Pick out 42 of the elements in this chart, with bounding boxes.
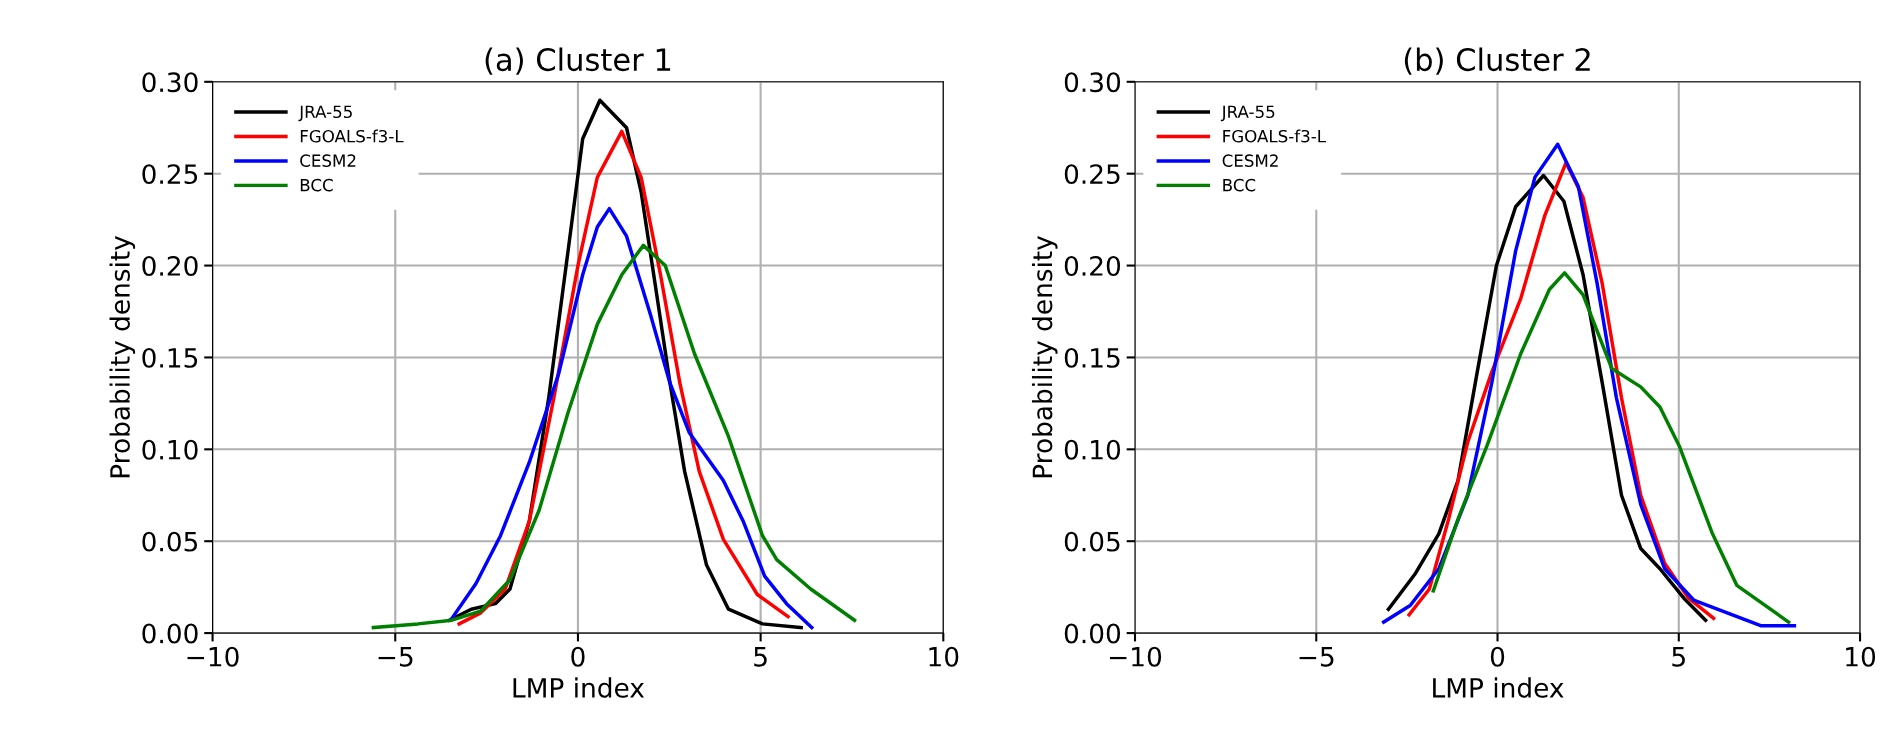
- line-series: [371, 243, 857, 630]
- y-tick-label: 0.30: [142, 72, 198, 93]
- legend-label: BCC: [1223, 178, 1256, 192]
- x-axis-title: LMP index: [1433, 677, 1564, 698]
- x-tick-label: 10: [1846, 646, 1876, 667]
- x-tick-label: 5: [1672, 647, 1685, 667]
- y-axis-title: Probability density: [1031, 235, 1058, 478]
- y-tick-label: 0.25: [142, 164, 198, 185]
- line-series: [1431, 271, 1791, 624]
- x-tick-label: 10: [929, 646, 959, 667]
- x-axis-title: LMP index: [513, 677, 645, 698]
- y-tick-label: 0.20: [1064, 256, 1121, 276]
- legend-label: CESM2: [1222, 154, 1278, 167]
- legend-label: JRA-55: [298, 105, 352, 122]
- legend-label: FGOALS-f3-L: [1223, 129, 1326, 143]
- y-tick-label: 0.20: [142, 256, 198, 276]
- y-tick-label: 0.10: [142, 439, 198, 460]
- y-tick-label: 0.25: [1064, 164, 1120, 185]
- y-tick-label: 0.00: [1064, 623, 1121, 644]
- y-tick-label: 0.30: [1064, 72, 1121, 93]
- x-tick-label: 5: [754, 647, 767, 667]
- x-tick-label: −5: [1299, 647, 1334, 667]
- legend-label: BCC: [300, 178, 333, 192]
- line-series: [450, 206, 814, 630]
- y-tick-label: 0.05: [1064, 531, 1120, 552]
- chart-title: (a) Cluster 1: [485, 47, 671, 75]
- y-axis-title: Probability density: [109, 235, 136, 478]
- y-tick-label: 0.15: [142, 347, 198, 368]
- x-tick-label: 0: [571, 646, 585, 667]
- line-series: [1381, 142, 1797, 628]
- x-tick-label: −10: [187, 646, 239, 667]
- legend-label: CESM2: [300, 154, 356, 167]
- y-tick-label: 0.15: [1064, 347, 1120, 368]
- legend-label: JRA-55: [1220, 105, 1275, 122]
- y-tick-label: 0.05: [142, 531, 198, 552]
- legend-label: FGOALS-f3-L: [300, 129, 404, 143]
- y-tick-label: 0.10: [1064, 439, 1121, 460]
- x-tick-label: −5: [378, 647, 413, 667]
- chart-title: (b) Cluster 2: [1404, 47, 1590, 75]
- x-tick-label: −10: [1109, 646, 1162, 667]
- y-tick-label: 0.00: [142, 623, 198, 644]
- x-tick-label: 0: [1490, 646, 1505, 667]
